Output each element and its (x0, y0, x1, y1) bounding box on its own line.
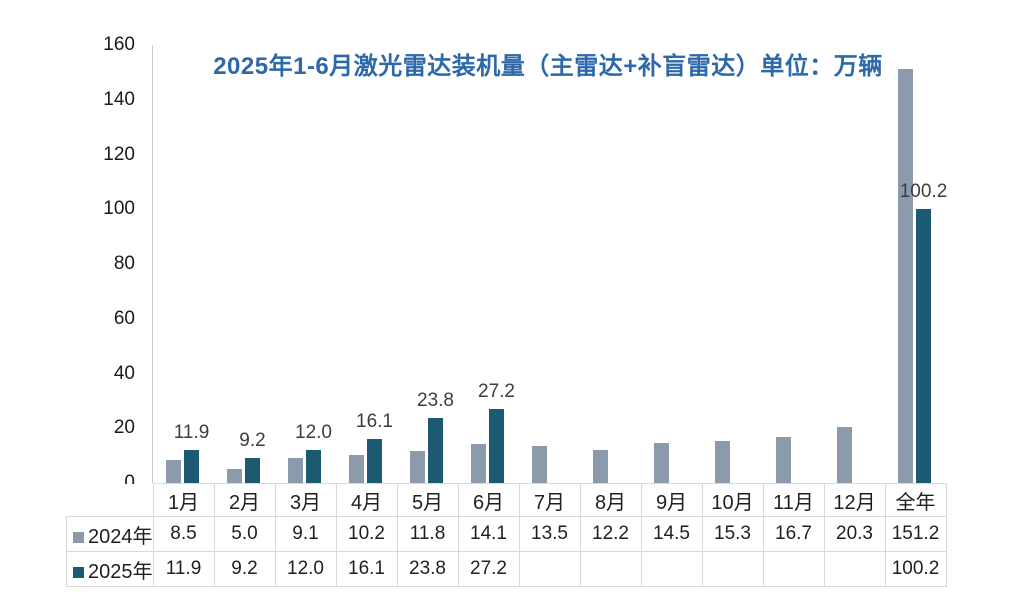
x-category-cell: 全年 (884, 483, 947, 517)
bar-value-label: 27.2 (478, 380, 515, 402)
x-category-cell: 5月 (396, 483, 459, 517)
y-tick-label: 0 (124, 472, 135, 493)
value-cell: 9.1 (274, 516, 337, 552)
table-row-2024年: 2024年 8.5 5.0 9.1 10.2 11.8 14.1 13.5 12.2 14.5 15… (66, 516, 947, 552)
y-tick-label: 40 (113, 362, 135, 384)
data-table: 1月 2月 3月 4月 5月 6月 7月 8月 9月 10月 11月 12月 全年 2024年 8.5 5.0… (66, 483, 947, 587)
bar-2024年-4月 (349, 455, 364, 483)
bar-2025年-1月 (184, 450, 199, 483)
value-cell (762, 551, 825, 587)
x-category-cell: 1月 (152, 483, 215, 517)
value-cell (823, 551, 886, 587)
x-category-cell: 6月 (457, 483, 520, 517)
y-tick-label: 160 (103, 34, 135, 55)
bar-2024年-12月 (837, 427, 852, 483)
value-cell: 16.1 (335, 551, 398, 587)
value-cell: 20.3 (823, 516, 886, 552)
bar-2024年-全年 (898, 69, 913, 483)
bar-value-label: 100.2 (899, 180, 948, 202)
legend-cell-2025年: 2025年 (66, 551, 154, 587)
value-cell (518, 551, 581, 587)
value-cell: 11.9 (152, 551, 215, 587)
y-tick-label: 20 (113, 417, 135, 439)
value-cell (579, 551, 642, 587)
bar-2024年-8月 (593, 450, 608, 483)
value-cell: 12.2 (579, 516, 642, 552)
value-cell: 100.2 (884, 551, 947, 587)
value-cell: 13.5 (518, 516, 581, 552)
x-category-cell: 2月 (213, 483, 276, 517)
bar-2025年-4月 (367, 439, 382, 483)
y-axis-line (152, 45, 153, 483)
y-tick-label: 100 (103, 198, 135, 220)
value-cell (640, 551, 703, 587)
value-cell (701, 551, 764, 587)
value-cell: 8.5 (152, 516, 215, 552)
x-category-cell: 7月 (518, 483, 581, 517)
legend-swatch-icon (73, 531, 84, 543)
legend-label: 2024年 (88, 525, 153, 548)
bar-2025年-5月 (428, 418, 443, 483)
x-category-cell: 3月 (274, 483, 337, 517)
bar-2024年-1月 (166, 460, 181, 483)
bar-2024年-5月 (410, 451, 425, 483)
value-cell: 14.1 (457, 516, 520, 552)
bar-2024年-3月 (288, 458, 303, 483)
bar-2025年-2月 (245, 458, 260, 483)
bar-value-label: 11.9 (173, 422, 210, 444)
bar-2025年-3月 (306, 450, 321, 483)
bar-2024年-7月 (532, 446, 547, 483)
x-category-cell: 8月 (579, 483, 642, 517)
bar-2024年-9月 (654, 443, 669, 483)
chart-title: 2025年1-6月激光雷达装机量（主雷达+补盲雷达）单位：万辆 (213, 53, 883, 80)
bar-value-label: 16.1 (356, 410, 393, 432)
bar-value-label: 12.0 (295, 422, 332, 444)
x-category-cell: 9月 (640, 483, 703, 517)
bar-2024年-6月 (471, 444, 486, 483)
value-cell: 15.3 (701, 516, 764, 552)
value-cell: 27.2 (457, 551, 520, 587)
x-category-cell: 12月 (823, 483, 886, 517)
bar-2025年-全年 (916, 209, 931, 483)
value-cell: 10.2 (335, 516, 398, 552)
y-tick-label: 120 (103, 143, 135, 165)
value-cell: 16.7 (762, 516, 825, 552)
legend-cell-2024年: 2024年 (66, 516, 154, 552)
legend-swatch-icon (73, 566, 84, 578)
value-cell: 151.2 (884, 516, 947, 552)
bar-2024年-10月 (715, 441, 730, 483)
value-cell: 11.8 (396, 516, 459, 552)
value-cell: 9.2 (213, 551, 276, 587)
table-row-2025年: 2025年 11.9 9.2 12.0 16.1 23.8 27.2 100.2 (66, 551, 947, 587)
bar-value-label: 9.2 (239, 429, 266, 451)
x-category-cell: 10月 (701, 483, 764, 517)
bar-value-label: 23.8 (417, 389, 454, 411)
y-tick-label: 140 (103, 88, 135, 110)
bar-2024年-11月 (776, 437, 791, 483)
table-corner-cell (66, 483, 153, 517)
legend-label: 2025年 (88, 560, 153, 583)
x-category-cell: 4月 (335, 483, 398, 517)
bar-2024年-2月 (227, 469, 242, 483)
value-cell: 23.8 (396, 551, 459, 587)
x-category-cell: 11月 (762, 483, 825, 517)
y-tick-label: 80 (113, 253, 135, 274)
value-cell: 14.5 (640, 516, 703, 552)
bar-2025年-6月 (489, 409, 504, 483)
value-cell: 12.0 (274, 551, 337, 587)
data-table-wrap: 1月 2月 3月 4月 5月 6月 7月 8月 9月 10月 11月 12月 全年 2024年 8.5 5.0… (66, 483, 947, 587)
value-cell: 5.0 (213, 516, 276, 552)
y-tick-label: 60 (113, 307, 135, 329)
